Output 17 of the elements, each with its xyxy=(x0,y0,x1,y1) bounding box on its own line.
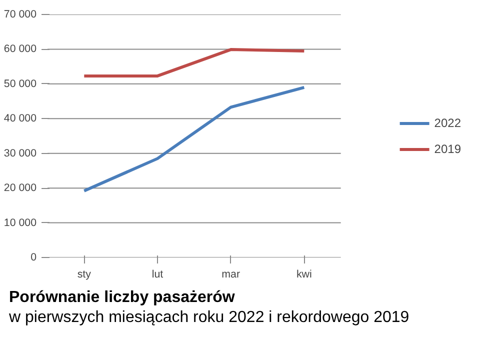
y-tick-label: 60 000 xyxy=(4,43,37,56)
y-tick-label: 10 000 xyxy=(4,216,37,229)
legend-label: 2019 xyxy=(434,142,461,156)
y-tick-label: 20 000 xyxy=(4,182,37,194)
y-tick-label: 70 000 xyxy=(4,8,37,20)
y-tick-label: 0 xyxy=(30,252,37,264)
line-series xyxy=(82,86,306,192)
x-tick-label: lut xyxy=(152,268,164,280)
y-tick-label: 30 000 xyxy=(4,147,37,160)
x-tick-label: sty xyxy=(77,268,92,280)
y-tick-label: 40 000 xyxy=(4,112,37,125)
x-tick-label: mar xyxy=(222,268,240,280)
y-tick-label: 50 000 xyxy=(4,78,37,90)
legend-label: 2022 xyxy=(434,116,461,130)
x-tick-label: kwi xyxy=(296,268,312,280)
text: Porównanie liczby pasażerów xyxy=(9,289,235,306)
text: w pierwszych miesiącach roku 2022 i rekordowego 2019 xyxy=(9,309,410,326)
